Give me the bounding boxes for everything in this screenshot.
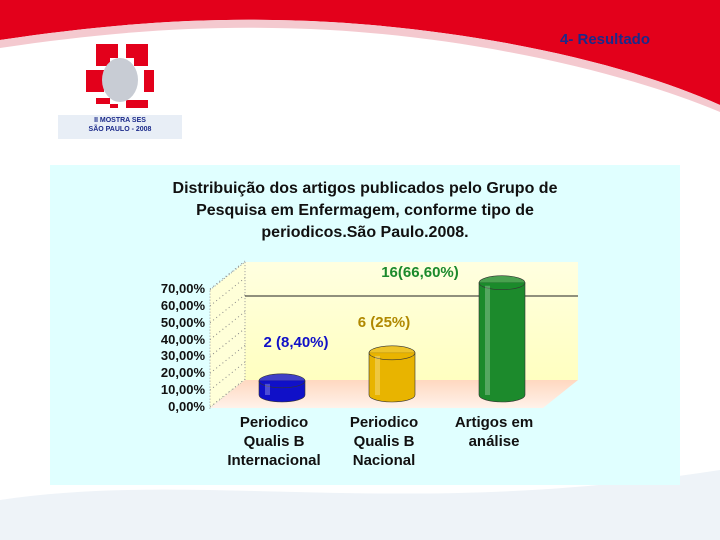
value-label: 6 (25%) xyxy=(357,313,411,331)
header-edge xyxy=(0,19,720,112)
value-label: 2 (8,40%) xyxy=(263,333,329,351)
bar-body xyxy=(368,352,416,403)
value-label: 16(66,60%) xyxy=(381,263,459,281)
chart-title: Distribuição dos artigos publicados pelo… xyxy=(172,180,558,241)
bar-body xyxy=(478,282,526,403)
logo-plate xyxy=(58,115,182,139)
plot xyxy=(209,260,526,408)
y-tick-label: 30,00% xyxy=(160,348,205,364)
x-tick-label: Artigos em análise xyxy=(454,414,534,450)
y-tick-label: 0,00% xyxy=(168,399,205,414)
y-tick-label: 60,00% xyxy=(160,297,205,313)
y-tick-label: 50,00% xyxy=(160,314,205,330)
y-tick-label: 10,00% xyxy=(160,382,205,398)
x-tick-label: Periodico Qualis B Internacional xyxy=(227,414,321,469)
bar-top xyxy=(368,345,416,361)
bar-top xyxy=(258,373,306,389)
y-tick-label: 70,00% xyxy=(160,281,205,296)
bar-shine xyxy=(265,383,270,395)
y-tick-label: 20,00% xyxy=(160,365,205,381)
logo-text: SÃO PAULO - 2008 xyxy=(89,124,152,133)
x-tick-label: Periodico Qualis B Nacional xyxy=(349,414,419,469)
bar-shine xyxy=(375,355,380,395)
y-tick-label: 40,00% xyxy=(160,331,205,347)
footer-wave xyxy=(0,470,720,540)
bar-shine xyxy=(485,285,490,395)
bar-top xyxy=(478,275,526,291)
logo-text: II MOSTRA SES xyxy=(94,117,146,124)
header-band xyxy=(0,0,720,105)
logo xyxy=(86,44,154,108)
logo-globe xyxy=(102,58,138,102)
section-title: 4- Resultado xyxy=(560,31,650,48)
